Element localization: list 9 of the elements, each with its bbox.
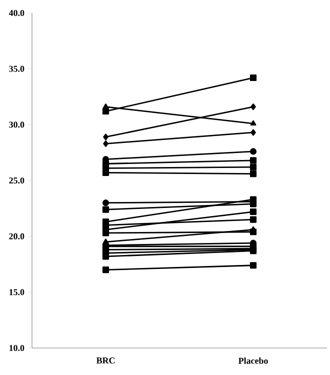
- y-tick-label: 20.0: [9, 233, 24, 240]
- x-tick-label: BRC: [96, 358, 115, 364]
- y-tick-label: 10.0: [10, 344, 24, 352]
- y-tick-label: 40.0: [8, 10, 24, 16]
- y-tick-label: 35.0: [9, 66, 24, 72]
- y-tick-label: 25.0: [9, 177, 24, 184]
- y-tick-label: 30.0: [9, 122, 24, 128]
- x-tick-label: Placebo: [238, 358, 268, 364]
- y-tick-label: 15.0: [10, 289, 24, 296]
